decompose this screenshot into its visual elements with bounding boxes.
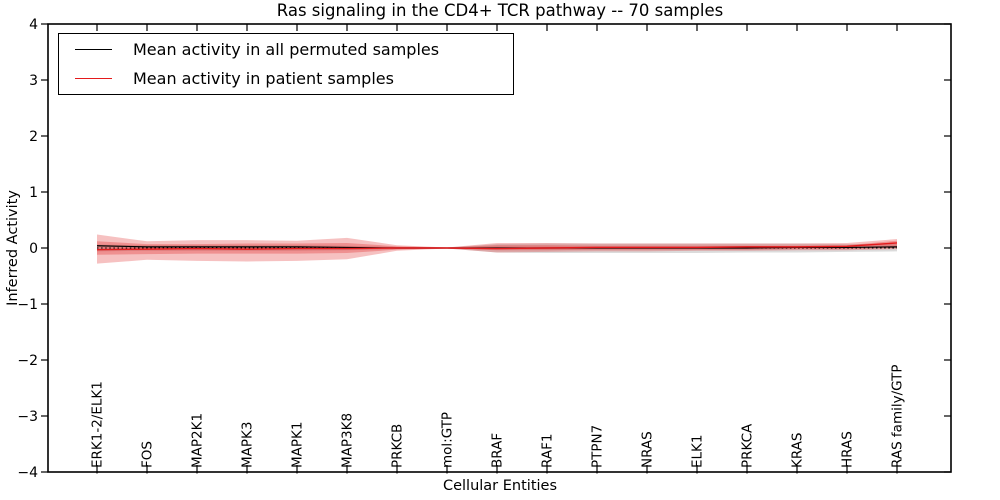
y-tick-label: −3: [17, 409, 38, 425]
legend: Mean activity in all permuted samples Me…: [58, 33, 514, 95]
x-tick-label: mol:GTP: [440, 412, 456, 468]
y-tick-label: 4: [29, 17, 38, 33]
chart-title: Ras signaling in the CD4+ TCR pathway --…: [276, 1, 724, 20]
y-tick-label: 2: [29, 129, 38, 145]
x-tick-label: PTPN7: [590, 425, 606, 468]
y-tick-label: −1: [17, 297, 38, 313]
x-tick-label: RAF1: [540, 434, 556, 468]
x-axis-label: Cellular Entities: [442, 478, 558, 494]
x-tick-label: ELK1: [690, 435, 706, 469]
permuted-line-swatch: [75, 48, 112, 50]
x-tick-label: NRAS: [640, 431, 656, 468]
x-tick-label: BRAF: [490, 433, 506, 468]
x-tick-label: HRAS: [840, 431, 856, 468]
y-tick-label: 0: [29, 241, 38, 257]
y-tick-label: 1: [29, 185, 38, 201]
x-tick-label: PRKCA: [740, 423, 756, 468]
x-tick-label: MAP3K8: [340, 413, 356, 468]
patient-line-swatch: [75, 78, 112, 80]
x-tick-label: MAPK3: [240, 422, 256, 468]
legend-label-patient: Mean activity in patient samples: [133, 69, 394, 89]
x-tick-label: FOS: [140, 441, 156, 468]
legend-entry-patient: Mean activity in patient samples: [59, 65, 513, 93]
x-tick-label: KRAS: [790, 433, 806, 469]
patient-mean-line: [96, 242, 898, 251]
x-tick-label: ERK1-2/ELK1: [90, 381, 106, 468]
y-tick-label: 3: [29, 73, 38, 89]
x-tick-label: MAP2K1: [190, 413, 206, 468]
x-tick-label: RAS family/GTP: [890, 364, 906, 468]
x-tick-label: MAPK1: [290, 422, 306, 468]
legend-label-permuted: Mean activity in all permuted samples: [133, 39, 440, 59]
y-tick-label: −2: [17, 353, 38, 369]
legend-entry-permuted: Mean activity in all permuted samples: [59, 35, 513, 63]
y-tick-label: −4: [17, 465, 38, 481]
x-tick-label: PRKCB: [390, 424, 406, 468]
